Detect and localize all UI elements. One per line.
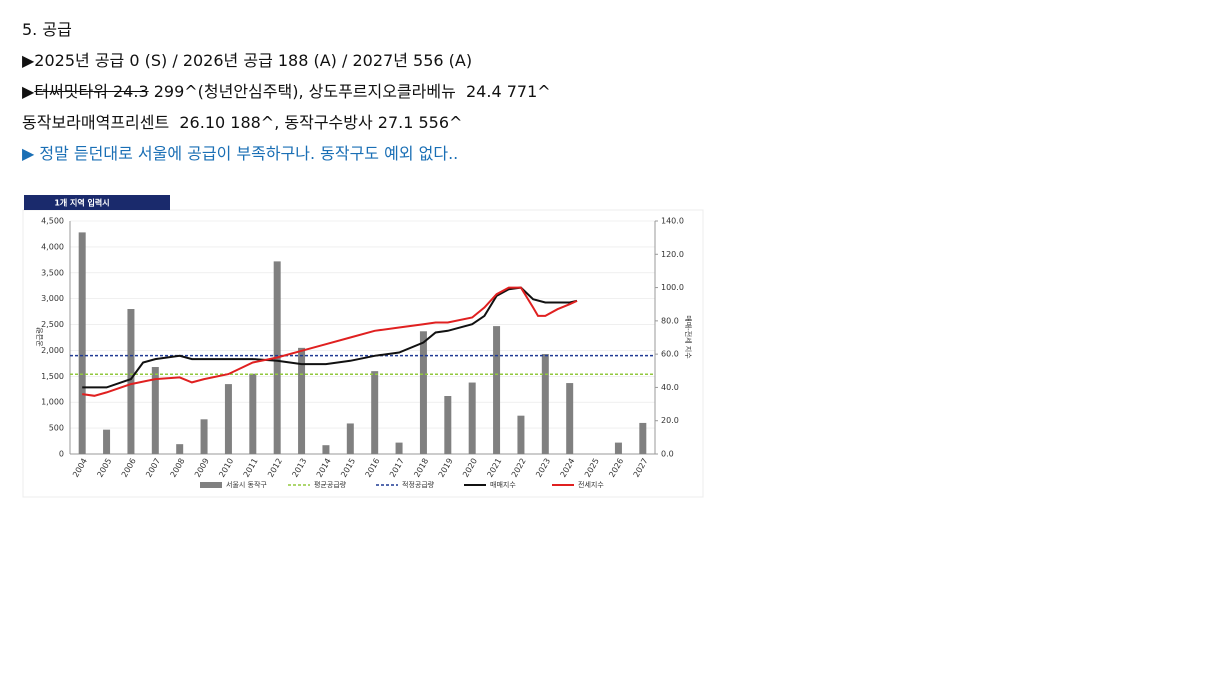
y-tick-label: 1,500 <box>41 372 64 381</box>
y-tick-label: 1,000 <box>41 398 64 407</box>
bar <box>78 232 86 454</box>
legend-label: 매매지수 <box>490 480 516 489</box>
y2-tick-label: 40.0 <box>661 383 679 392</box>
bar <box>493 326 501 454</box>
bar <box>224 384 232 454</box>
y2-tick-label: 140.0 <box>661 217 684 226</box>
y2-tick-label: 100.0 <box>661 283 684 292</box>
title-box <box>24 195 170 210</box>
legend-label: 전세지수 <box>578 480 604 489</box>
bar <box>639 422 647 454</box>
y-tick-label: 500 <box>49 424 64 433</box>
project-line: 동작보라매역프리센트 26.10 188^, 동작구수방사 27.1 556^ <box>22 113 463 132</box>
y-tick-label: 0 <box>59 450 64 459</box>
project-line: ▶터써밋타워 24.3 299^(청년안심주택), 상도푸르지오클라베뉴 24.… <box>22 78 551 102</box>
heading: 5. 공급 <box>22 20 72 39</box>
y2-axis-title: 매매-전세 지수 <box>684 315 693 359</box>
y2-tick-label: 60.0 <box>661 350 679 359</box>
y2-tick-label: 20.0 <box>661 416 679 425</box>
bar <box>176 444 184 454</box>
y-axis-title: 공급량 <box>36 327 44 347</box>
legend-label: 적정공급량 <box>402 480 435 489</box>
bar <box>468 382 476 454</box>
chart-title: 1개 지역 입력시 <box>54 198 109 208</box>
supply-line: ▶2025년 공급 0 (S) / 2026년 공급 188 (A) / 202… <box>22 51 473 70</box>
bar <box>322 445 330 454</box>
bar <box>419 331 427 454</box>
y2-tick-label: 0.0 <box>661 450 674 459</box>
y-tick-label: 2,000 <box>41 346 64 355</box>
bar <box>151 367 159 454</box>
index-line <box>82 286 578 397</box>
legend-swatch <box>200 482 222 488</box>
legend-label: 평균공급량 <box>314 480 347 489</box>
bar <box>346 423 354 454</box>
y-tick-label: 4,000 <box>41 242 64 251</box>
y-tick-label: 3,000 <box>41 294 64 303</box>
legend-label: 서울시 동작구 <box>226 480 267 489</box>
bar <box>395 442 403 454</box>
y2-tick-label: 120.0 <box>661 250 684 259</box>
chart: 1개 지역 입력시 공급량 매매-전세 지수 0 500 1,000 1,500 2,0… <box>22 195 704 498</box>
bar <box>249 373 257 454</box>
bar <box>517 415 525 454</box>
bar <box>541 354 549 454</box>
bar <box>127 309 135 454</box>
y-tick-label: 2,500 <box>41 320 64 329</box>
bullet: ▶ <box>22 82 35 101</box>
y2-tick-label: 80.0 <box>661 316 679 325</box>
bar <box>298 347 306 454</box>
bar <box>103 429 111 454</box>
index-line <box>82 286 578 389</box>
chart-frame <box>22 209 704 498</box>
bar <box>566 383 574 454</box>
comment: ▶ 정말 듣던대로 서울에 공급이 부족하구나. 동작구도 예외 없다.. <box>22 144 459 163</box>
y-tick-label: 3,500 <box>41 268 64 277</box>
bar <box>200 419 208 454</box>
y-tick-label: 4,500 <box>41 217 64 226</box>
bar <box>371 371 379 454</box>
struck-text: 터써밋타워 24.3 <box>34 82 149 101</box>
bar <box>444 396 452 454</box>
project-text: 299^(청년안심주택), 상도푸르지오클라베뉴 24.4 771^ <box>148 82 551 101</box>
bar <box>614 442 622 454</box>
